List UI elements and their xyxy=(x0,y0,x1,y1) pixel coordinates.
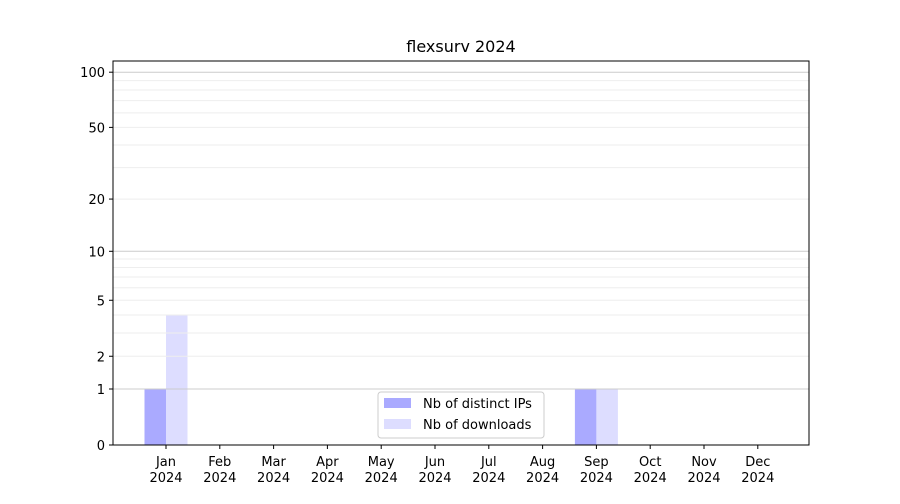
y-tick-label: 1 xyxy=(97,383,105,398)
y-tick-label: 0 xyxy=(97,439,105,454)
x-tick-label-month: Sep xyxy=(584,455,609,470)
bar-distinct-ips xyxy=(144,389,166,445)
x-tick-label-month: Jan xyxy=(155,455,176,470)
y-tick-label: 20 xyxy=(88,193,105,208)
legend-swatch xyxy=(384,419,411,429)
x-tick-label-month: Apr xyxy=(316,455,339,470)
x-tick-label-year: 2024 xyxy=(418,471,451,486)
y-tick-label: 5 xyxy=(97,294,105,309)
x-tick-label-year: 2024 xyxy=(526,471,559,486)
bar-downloads xyxy=(166,314,188,445)
legend-box xyxy=(377,391,545,439)
plot-frame xyxy=(112,60,810,446)
bar-distinct-ips xyxy=(574,389,597,445)
x-tick-label-year: 2024 xyxy=(203,471,236,486)
y-tick-label: 50 xyxy=(88,121,105,136)
x-tick-label-month: Mar xyxy=(261,455,286,470)
x-tick-label-year: 2024 xyxy=(472,471,505,486)
bar-downloads xyxy=(596,389,618,445)
x-tick-label-month: Oct xyxy=(639,455,661,470)
x-tick-label-month: Feb xyxy=(208,455,231,470)
x-tick-label-month: Nov xyxy=(691,455,717,470)
chart-title: flexsurv 2024 xyxy=(406,37,515,56)
y-axis: 0 1 2 5 10 20 50 100 xyxy=(80,66,113,454)
x-tick-label-year: 2024 xyxy=(687,471,720,486)
x-tick-label-year: 2024 xyxy=(365,471,398,486)
x-tick-label-month: Aug xyxy=(530,455,555,470)
bars xyxy=(144,314,618,445)
y-tick-label: 2 xyxy=(97,350,105,365)
x-axis: Jan2024Feb2024Mar2024Apr2024May2024Jun20… xyxy=(149,445,774,486)
y-tick-label: 10 xyxy=(88,245,105,260)
x-tick-label-month: Jun xyxy=(424,455,445,470)
x-tick-label-year: 2024 xyxy=(634,471,667,486)
x-tick-label-year: 2024 xyxy=(741,471,774,486)
x-tick-label-year: 2024 xyxy=(311,471,344,486)
x-tick-label-year: 2024 xyxy=(149,471,182,486)
x-tick-label-month: Jul xyxy=(480,455,497,470)
legend-swatch xyxy=(384,398,411,408)
x-tick-label-year: 2024 xyxy=(257,471,290,486)
y-tick-label: 100 xyxy=(80,66,105,81)
x-tick-label-year: 2024 xyxy=(580,471,613,486)
x-tick-label-month: Dec xyxy=(745,455,770,470)
legend: Nb of distinct IPs Nb of downloads xyxy=(377,391,545,439)
gridlines xyxy=(113,71,809,390)
legend-label: Nb of distinct IPs xyxy=(423,397,532,412)
x-tick-label-month: May xyxy=(368,455,395,470)
legend-label: Nb of downloads xyxy=(423,418,532,433)
